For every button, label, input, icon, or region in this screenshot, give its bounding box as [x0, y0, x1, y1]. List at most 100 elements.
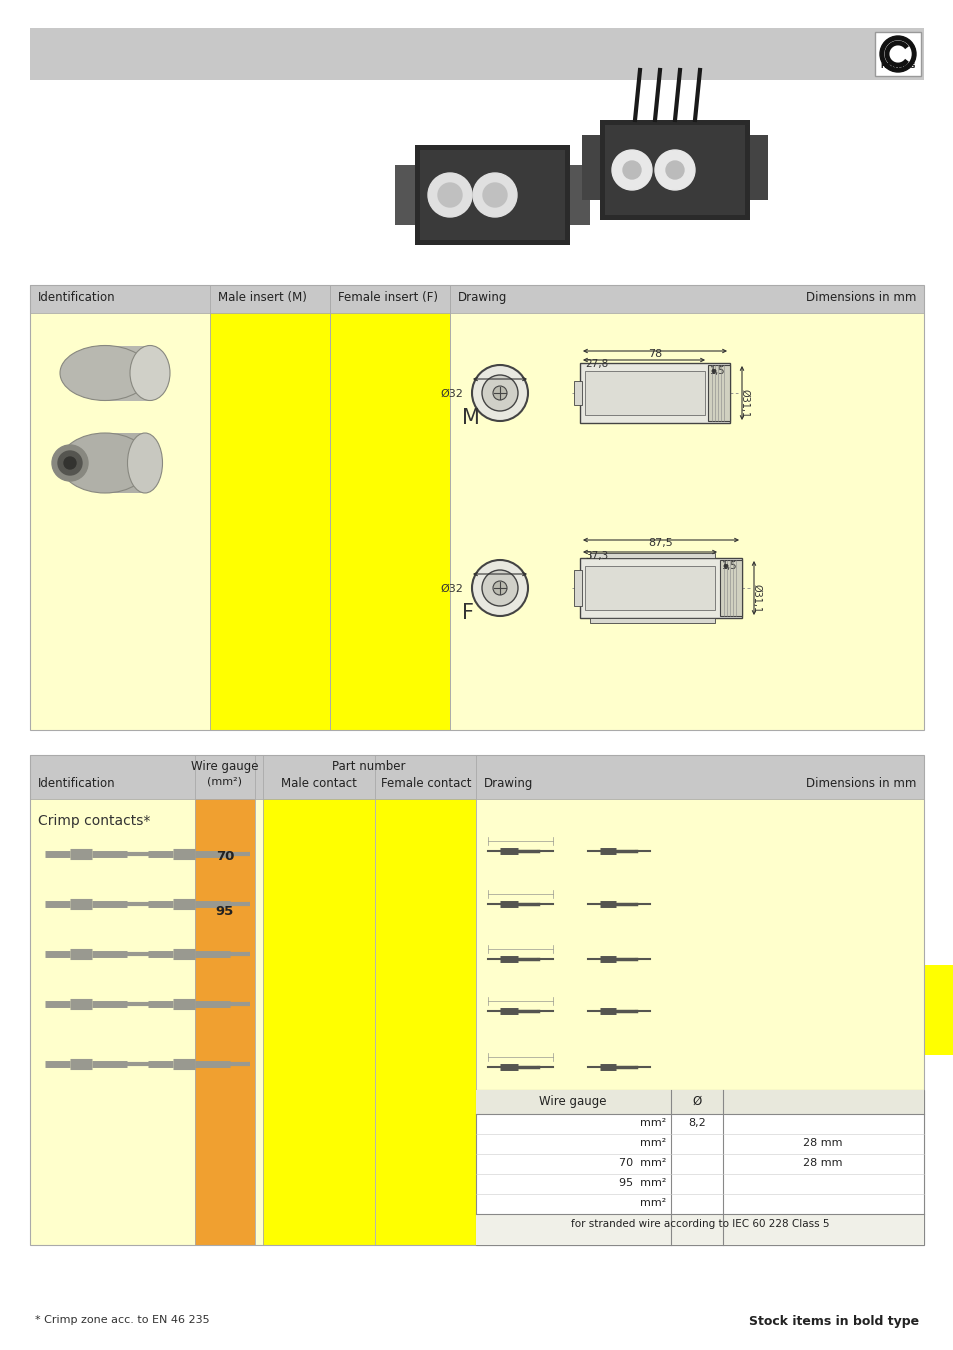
Circle shape — [622, 161, 640, 180]
Text: Dimensions in mm: Dimensions in mm — [804, 778, 915, 790]
Bar — [210, 313, 330, 730]
Circle shape — [64, 458, 76, 468]
Bar — [923, 965, 953, 1054]
Bar — [584, 566, 714, 610]
Text: 70  mm²: 70 mm² — [618, 1158, 665, 1168]
Text: (mm²): (mm²) — [208, 778, 242, 787]
Text: Drawing: Drawing — [457, 292, 507, 304]
Text: 28 mm: 28 mm — [802, 1158, 841, 1168]
Text: Crimp contacts*: Crimp contacts* — [38, 814, 151, 828]
Bar — [476, 1214, 923, 1245]
Circle shape — [493, 386, 506, 400]
Text: Identification: Identification — [38, 778, 115, 790]
Bar — [476, 1089, 923, 1245]
Circle shape — [58, 451, 82, 475]
Text: Wire gauge: Wire gauge — [191, 760, 258, 774]
Bar — [874, 32, 920, 76]
Text: mm²: mm² — [639, 1118, 665, 1129]
Bar — [584, 371, 704, 414]
Text: mm²: mm² — [639, 1197, 665, 1208]
Bar — [330, 313, 450, 730]
Bar — [194, 799, 254, 1245]
Circle shape — [52, 446, 88, 481]
Bar — [105, 433, 145, 493]
Bar — [419, 150, 564, 240]
Text: Female insert (F): Female insert (F) — [337, 292, 437, 304]
Text: Male contact: Male contact — [281, 778, 356, 790]
Text: * Crimp zone acc. to EN 46 235: * Crimp zone acc. to EN 46 235 — [35, 1315, 210, 1324]
Bar — [105, 346, 150, 401]
Text: 27,8: 27,8 — [584, 359, 608, 369]
Bar — [30, 28, 923, 80]
Text: F: F — [461, 603, 474, 622]
Text: Ø32: Ø32 — [439, 585, 462, 594]
Ellipse shape — [60, 346, 150, 401]
Bar — [720, 560, 741, 616]
Circle shape — [472, 364, 527, 421]
Text: 95  mm²: 95 mm² — [618, 1179, 665, 1188]
Text: M: M — [461, 408, 479, 428]
Circle shape — [428, 173, 472, 217]
Circle shape — [493, 580, 506, 595]
Text: Identification: Identification — [38, 292, 115, 304]
Bar — [579, 558, 741, 618]
Text: Female contact: Female contact — [380, 778, 471, 790]
Ellipse shape — [60, 433, 150, 493]
Bar — [589, 554, 714, 558]
Bar — [415, 144, 569, 244]
Circle shape — [472, 560, 527, 616]
Bar — [574, 381, 581, 405]
Text: Ø31,1: Ø31,1 — [740, 389, 749, 418]
Bar — [30, 755, 923, 1245]
Bar — [30, 285, 923, 730]
Text: Dimensions in mm: Dimensions in mm — [804, 292, 915, 304]
Text: Part number: Part number — [332, 760, 405, 774]
Bar — [749, 135, 767, 200]
Bar — [395, 165, 415, 225]
Text: 1,5: 1,5 — [721, 562, 737, 571]
Circle shape — [612, 150, 651, 190]
Text: Male insert (M): Male insert (M) — [218, 292, 307, 304]
Text: for stranded wire according to IEC 60 228 Class 5: for stranded wire according to IEC 60 22… — [570, 1219, 828, 1228]
Circle shape — [481, 570, 517, 606]
Text: Drawing: Drawing — [483, 778, 533, 790]
Circle shape — [655, 150, 695, 190]
Text: 8,2: 8,2 — [687, 1118, 705, 1129]
Bar — [30, 285, 923, 313]
Circle shape — [884, 40, 910, 68]
Circle shape — [481, 375, 517, 410]
Circle shape — [482, 184, 506, 207]
Circle shape — [437, 184, 461, 207]
Circle shape — [879, 36, 915, 72]
Bar — [574, 570, 581, 606]
Bar — [375, 799, 476, 1245]
Bar — [581, 135, 599, 200]
Bar — [707, 364, 729, 421]
Bar — [476, 1089, 923, 1114]
Text: 95: 95 — [215, 904, 233, 918]
Bar — [263, 799, 375, 1245]
Text: Wire gauge: Wire gauge — [538, 1095, 606, 1108]
Bar — [599, 120, 749, 220]
Text: 78: 78 — [647, 350, 661, 359]
Bar — [30, 755, 923, 1245]
Text: mm²: mm² — [639, 1138, 665, 1148]
Circle shape — [665, 161, 683, 180]
Text: 70: 70 — [215, 850, 233, 863]
Bar — [604, 126, 744, 215]
Text: 28 mm: 28 mm — [802, 1138, 841, 1148]
Text: HARTING: HARTING — [880, 63, 915, 69]
Ellipse shape — [130, 346, 170, 401]
Bar — [30, 285, 923, 730]
Ellipse shape — [128, 433, 162, 493]
Bar — [589, 618, 714, 622]
Text: 87,5: 87,5 — [648, 539, 673, 548]
Text: Stock items in bold type: Stock items in bold type — [748, 1315, 918, 1328]
Text: 37,3: 37,3 — [584, 551, 608, 562]
Text: Ø: Ø — [692, 1095, 700, 1108]
Bar — [579, 363, 729, 423]
Circle shape — [473, 173, 517, 217]
Bar — [569, 165, 589, 225]
Bar — [30, 755, 923, 799]
Text: 1,5: 1,5 — [709, 366, 724, 377]
